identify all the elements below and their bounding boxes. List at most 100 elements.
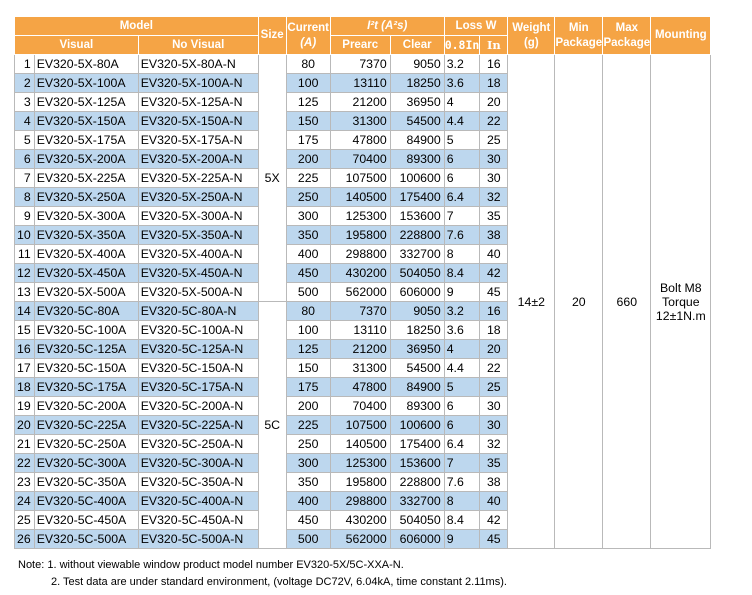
- prearc-cell: 70400: [329, 396, 391, 416]
- mounting-line-2: Torque: [662, 294, 700, 309]
- loss-in-cell: 30: [479, 396, 509, 416]
- visual-model-cell: EV320-5C-125A: [33, 339, 139, 359]
- header-current-label: Current: [287, 21, 329, 34]
- row-number-cell: 7: [14, 168, 35, 188]
- prearc-cell: 195800: [329, 225, 391, 245]
- mounting-cell: Bolt M8 Torque 12±1N.m: [650, 54, 712, 549]
- prearc-cell: 107500: [329, 168, 391, 188]
- no-visual-model-cell: EV320-5C-400A-N: [137, 491, 259, 511]
- current-cell: 80: [285, 301, 331, 321]
- prearc-cell: 140500: [329, 187, 391, 207]
- loss-in-cell: 35: [479, 206, 509, 226]
- clear-cell: 153600: [389, 206, 445, 226]
- loss-08in-cell: 4: [443, 92, 481, 112]
- header-loss: Loss W: [443, 16, 509, 36]
- loss-in-cell: 20: [479, 92, 509, 112]
- no-visual-model-cell: EV320-5X-80A-N: [137, 54, 259, 74]
- current-cell: 100: [285, 320, 331, 340]
- current-cell: 350: [285, 472, 331, 492]
- no-visual-model-cell: EV320-5C-100A-N: [137, 320, 259, 340]
- table-row: 15 EV320-5C-100A EV320-5C-100A-N 100 13110 18…: [14, 320, 711, 340]
- clear-cell: 36950: [389, 339, 445, 359]
- no-visual-model-cell: EV320-5X-200A-N: [137, 149, 259, 169]
- table-row: 1 EV320-5X-80A EV320-5X-80A-N 5X 80 7370 9050 3…: [14, 54, 712, 549]
- visual-model-cell: EV320-5X-125A: [33, 92, 139, 112]
- prearc-cell: 21200: [329, 339, 391, 359]
- no-visual-model-cell: EV320-5X-500A-N: [137, 282, 259, 302]
- loss-08in-cell: 7: [443, 453, 481, 473]
- current-cell: 150: [285, 111, 331, 131]
- max-package-cell: 660: [602, 54, 652, 549]
- row-number-cell: 25: [14, 510, 35, 530]
- prearc-cell: 140500: [329, 434, 391, 454]
- loss-08in-cell: 8.4: [443, 510, 481, 530]
- loss-in-cell: 42: [479, 510, 509, 530]
- clear-cell: 84900: [389, 377, 445, 397]
- header-prearc: Prearc: [329, 35, 391, 55]
- row-number-cell: 16: [14, 339, 35, 359]
- row-number-cell: 6: [14, 149, 35, 169]
- loss-in-cell: 45: [479, 282, 509, 302]
- clear-cell: 153600: [389, 453, 445, 473]
- loss-in-cell: 20: [479, 339, 509, 359]
- header-min-package: Min Package: [554, 16, 604, 55]
- loss-08in-cell: 4: [443, 339, 481, 359]
- row-number-cell: 15: [14, 320, 35, 340]
- current-cell: 500: [285, 282, 331, 302]
- loss-08in-cell: 7: [443, 206, 481, 226]
- clear-cell: 175400: [389, 434, 445, 454]
- no-visual-model-cell: EV320-5C-200A-N: [137, 396, 259, 416]
- note-1: Note: 1. without viewable window product…: [18, 559, 404, 571]
- prearc-cell: 195800: [329, 472, 391, 492]
- prearc-cell: 47800: [329, 377, 391, 397]
- row-number-cell: 2: [14, 73, 35, 93]
- loss-08in-cell: 4.4: [443, 358, 481, 378]
- prearc-cell: 21200: [329, 92, 391, 112]
- header-weight-label: Weight: [512, 21, 551, 34]
- prearc-cell: 125300: [329, 453, 391, 473]
- clear-cell: 228800: [389, 225, 445, 245]
- row-number-cell: 23: [14, 472, 35, 492]
- clear-cell: 606000: [389, 282, 445, 302]
- loss-08in-cell: 7.6: [443, 472, 481, 492]
- header-loss-in: In: [479, 35, 509, 55]
- table-row: 10 EV320-5X-350A EV320-5X-350A-N 350 195800 2…: [14, 225, 711, 245]
- loss-in-cell: 40: [479, 491, 509, 511]
- no-visual-model-cell: EV320-5C-175A-N: [137, 377, 259, 397]
- loss-08in-cell: 3.2: [443, 54, 481, 74]
- header-weight: Weight (g): [507, 16, 556, 55]
- table-row: 18 EV320-5C-175A EV320-5C-175A-N 175 47800 84…: [14, 377, 711, 397]
- visual-model-cell: EV320-5C-400A: [33, 491, 139, 511]
- row-number-cell: 4: [14, 111, 35, 131]
- row-number-cell: 20: [14, 415, 35, 435]
- table-row: 12 EV320-5X-450A EV320-5X-450A-N 450 430200 5…: [14, 263, 711, 283]
- visual-model-cell: EV320-5X-350A: [33, 225, 139, 245]
- clear-cell: 9050: [389, 301, 445, 321]
- size-cell: 5C: [257, 301, 287, 549]
- visual-model-cell: EV320-5X-500A: [33, 282, 139, 302]
- clear-cell: 84900: [389, 130, 445, 150]
- no-visual-model-cell: EV320-5X-250A-N: [137, 187, 259, 207]
- no-visual-model-cell: EV320-5C-450A-N: [137, 510, 259, 530]
- loss-in-cell: 45: [479, 529, 509, 549]
- current-cell: 500: [285, 529, 331, 549]
- current-cell: 250: [285, 434, 331, 454]
- weight-cell: 14±2: [507, 54, 556, 549]
- visual-model-cell: EV320-5C-100A: [33, 320, 139, 340]
- clear-cell: 100600: [389, 168, 445, 188]
- visual-model-cell: EV320-5C-450A: [33, 510, 139, 530]
- prearc-cell: 125300: [329, 206, 391, 226]
- loss-in-cell: 16: [479, 54, 509, 74]
- loss-08in-cell: 6: [443, 149, 481, 169]
- spec-table-container: Model Size Current (A) I²t (A²s) Loss W W…: [14, 16, 712, 549]
- header-current: Current (A): [285, 16, 331, 55]
- current-cell: 125: [285, 339, 331, 359]
- clear-cell: 100600: [389, 415, 445, 435]
- visual-model-cell: EV320-5C-500A: [33, 529, 139, 549]
- current-cell: 450: [285, 263, 331, 283]
- visual-model-cell: EV320-5X-175A: [33, 130, 139, 150]
- table-row: 25 EV320-5C-450A EV320-5C-450A-N 450 430200 5…: [14, 510, 711, 530]
- loss-08in-cell: 6: [443, 396, 481, 416]
- table-row: 17 EV320-5C-150A EV320-5C-150A-N 150 31300 54…: [14, 358, 711, 378]
- visual-model-cell: EV320-5C-350A: [33, 472, 139, 492]
